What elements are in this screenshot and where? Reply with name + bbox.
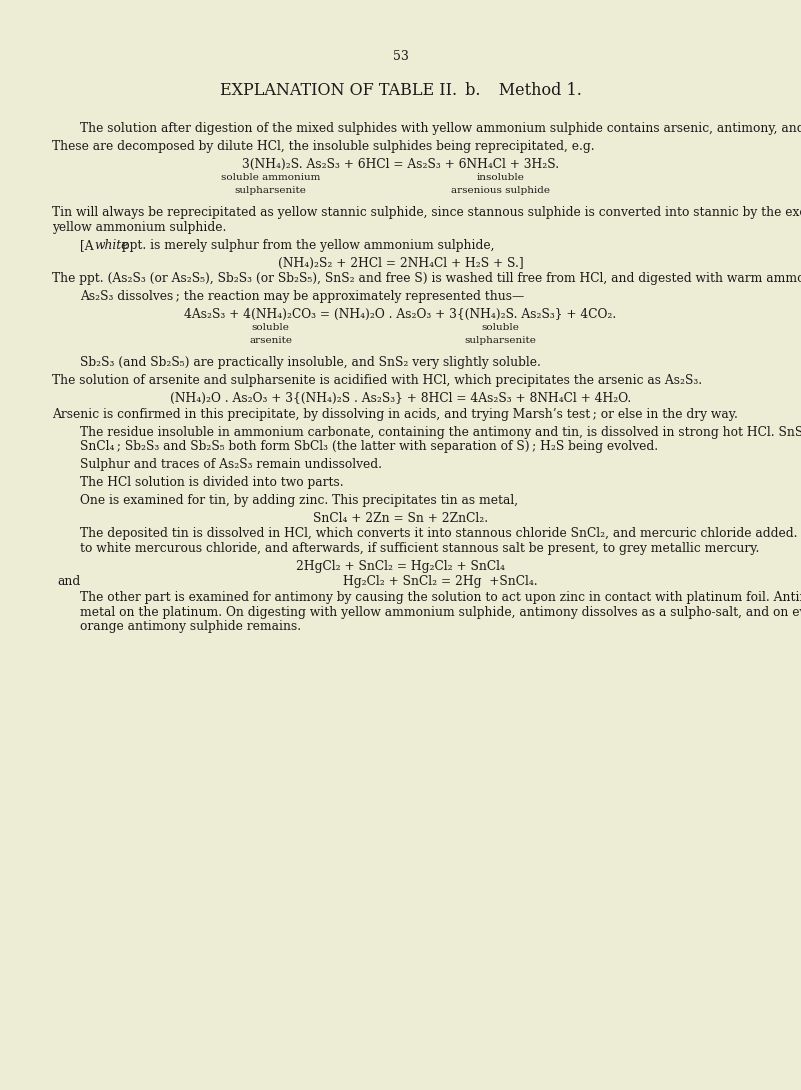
Text: Hg₂Cl₂ + SnCl₂ = 2Hg  +SnCl₄.: Hg₂Cl₂ + SnCl₂ = 2Hg +SnCl₄. (343, 576, 537, 588)
Text: orange antimony sulphide remains.: orange antimony sulphide remains. (80, 620, 301, 633)
Text: soluble: soluble (481, 324, 519, 332)
Text: to white mercurous chloride, and afterwards, if sufficient stannous salt be pres: to white mercurous chloride, and afterwa… (80, 542, 759, 555)
Text: 2HgCl₂ + SnCl₂ = Hg₂Cl₂ + SnCl₄: 2HgCl₂ + SnCl₂ = Hg₂Cl₂ + SnCl₄ (296, 560, 505, 573)
Text: (NH₄)₂S₂ + 2HCl = 2NH₄Cl + H₂S + S.]: (NH₄)₂S₂ + 2HCl = 2NH₄Cl + H₂S + S.] (278, 257, 523, 270)
Text: 3(NH₄)₂S. As₂S₃ + 6HCl = As₂S₃ + 6NH₄Cl + 3H₂S.: 3(NH₄)₂S. As₂S₃ + 6HCl = As₂S₃ + 6NH₄Cl … (242, 158, 559, 171)
Text: ppt. is merely sulphur from the yellow ammonium sulphide,: ppt. is merely sulphur from the yellow a… (119, 239, 495, 252)
Text: SnCl₄ + 2Zn = Sn + 2ZnCl₂.: SnCl₄ + 2Zn = Sn + 2ZnCl₂. (313, 512, 488, 525)
Text: (NH₄)₂O . As₂O₃ + 3{(NH₄)₂S . As₂S₃} + 8HCl = 4As₂S₃ + 8NH₄Cl + 4H₂O.: (NH₄)₂O . As₂O₃ + 3{(NH₄)₂S . As₂S₃} + 8… (170, 392, 631, 405)
Text: soluble ammonium: soluble ammonium (221, 173, 320, 182)
Text: insoluble: insoluble (477, 173, 525, 182)
Text: [A: [A (80, 239, 98, 252)
Text: The residue insoluble in ammonium carbonate, containing the antimony and tin, is: The residue insoluble in ammonium carbon… (80, 425, 801, 438)
Text: arsenious sulphide: arsenious sulphide (451, 186, 550, 195)
Text: metal on the platinum. On digesting with yellow ammonium sulphide, antimony diss: metal on the platinum. On digesting with… (80, 606, 801, 618)
Text: sulpharsenite: sulpharsenite (465, 337, 537, 346)
Text: The other part is examined for antimony by causing the solution to act upon zinc: The other part is examined for antimony … (80, 591, 801, 604)
Text: soluble: soluble (252, 324, 289, 332)
Text: SnCl₄ ; Sb₂S₃ and Sb₂S₅ both form SbCl₃ (the latter with separation of S) ; H₂S : SnCl₄ ; Sb₂S₃ and Sb₂S₅ both form SbCl₃ … (80, 440, 658, 453)
Text: arsenite: arsenite (249, 337, 292, 346)
Text: The solution after digestion of the mixed sulphides with yellow ammonium sulphid: The solution after digestion of the mixe… (80, 122, 801, 135)
Text: yellow ammonium sulphide.: yellow ammonium sulphide. (52, 221, 227, 234)
Text: Sb₂S₃ (and Sb₂S₅) are practically insoluble, and SnS₂ very slightly soluble.: Sb₂S₃ (and Sb₂S₅) are practically insolu… (80, 356, 541, 370)
Text: EXPLANATION OF TABLE II. b.   Method 1.: EXPLANATION OF TABLE II. b. Method 1. (219, 82, 582, 99)
Text: The solution of arsenite and sulpharsenite is acidified with HCl, which precipit: The solution of arsenite and sulpharseni… (52, 374, 702, 387)
Text: These are decomposed by dilute HCl, the insoluble sulphides being reprecipitated: These are decomposed by dilute HCl, the … (52, 140, 594, 153)
Text: One is examined for tin, by adding zinc. This precipitates tin as metal,: One is examined for tin, by adding zinc.… (80, 494, 518, 507)
Text: The HCl solution is divided into two parts.: The HCl solution is divided into two par… (80, 476, 344, 489)
Text: sulpharsenite: sulpharsenite (235, 186, 307, 195)
Text: Tin will always be reprecipitated as yellow stannic sulphide, since stannous sul: Tin will always be reprecipitated as yel… (52, 206, 801, 219)
Text: white: white (95, 239, 129, 252)
Text: As₂S₃ dissolves ; the reaction may be approximately represented thus—: As₂S₃ dissolves ; the reaction may be ap… (80, 290, 524, 303)
Text: 53: 53 (392, 50, 409, 63)
Text: and: and (57, 576, 80, 588)
Text: The ppt. (As₂S₃ (or As₂S₅), Sb₂S₃ (or Sb₂S₅), SnS₂ and free S) is washed till fr: The ppt. (As₂S₃ (or As₂S₅), Sb₂S₃ (or Sb… (52, 272, 801, 286)
Text: Arsenic is confirmed in this precipitate, by dissolving in acids, and trying Mar: Arsenic is confirmed in this precipitate… (52, 408, 738, 421)
Text: The deposited tin is dissolved in HCl, which converts it into stannous chloride : The deposited tin is dissolved in HCl, w… (80, 528, 801, 541)
Text: Sulphur and traces of As₂S₃ remain undissolved.: Sulphur and traces of As₂S₃ remain undis… (80, 458, 382, 471)
Text: 4As₂S₃ + 4(NH₄)₂CO₃ = (NH₄)₂O . As₂O₃ + 3{(NH₄)₂S. As₂S₃} + 4CO₂.: 4As₂S₃ + 4(NH₄)₂CO₃ = (NH₄)₂O . As₂O₃ + … (184, 308, 617, 322)
